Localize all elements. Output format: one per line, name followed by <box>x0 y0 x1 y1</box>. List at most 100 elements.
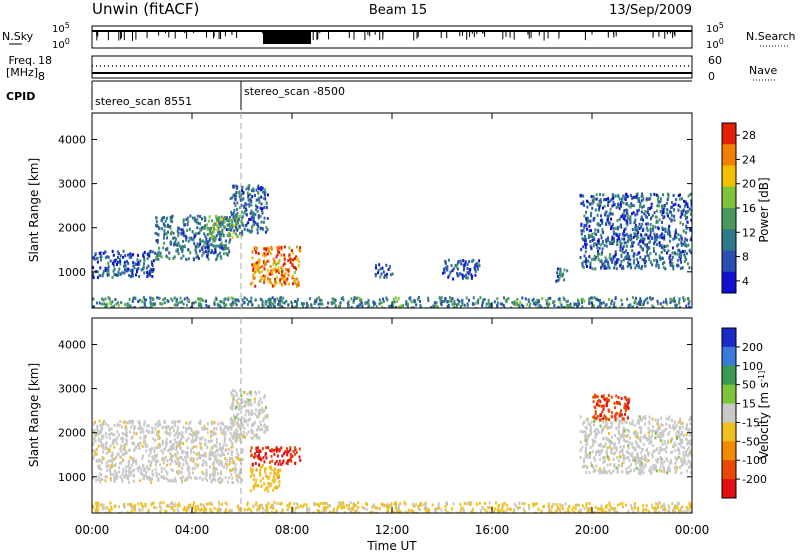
power-cell <box>684 243 687 247</box>
vel-cell <box>106 464 109 468</box>
power-cell <box>662 193 665 197</box>
power-cell <box>220 215 223 219</box>
vel-cell <box>599 400 602 404</box>
power-cell <box>580 232 583 236</box>
vel-cell <box>249 391 252 395</box>
vel-cell <box>616 470 619 473</box>
power-cell <box>382 300 385 304</box>
vel-cell <box>689 451 691 455</box>
power-cell <box>297 283 300 287</box>
vel-cell <box>585 417 588 421</box>
vel-cell <box>126 475 129 479</box>
power-cell <box>545 302 548 306</box>
power-cell <box>245 212 248 216</box>
vel-cell <box>606 446 609 449</box>
vel-cell <box>159 463 161 467</box>
power-cell <box>218 216 221 220</box>
power-cell <box>641 205 644 209</box>
power-cell <box>156 224 159 228</box>
vel-cell <box>177 469 180 473</box>
vel-cell <box>136 466 139 470</box>
vel-cell <box>652 467 655 471</box>
power-cell <box>690 199 692 203</box>
power-cell <box>184 234 187 238</box>
vel-cell <box>590 461 593 465</box>
vel-cell <box>199 437 202 441</box>
vel-cell <box>93 454 96 458</box>
vel-cell <box>256 446 259 450</box>
power-cell <box>678 297 681 301</box>
power-cell <box>373 300 375 304</box>
vel-cell <box>255 478 258 482</box>
power-cell <box>171 299 174 302</box>
power-cell <box>263 216 266 220</box>
vel-cell <box>660 439 663 443</box>
power-cell <box>211 225 214 229</box>
power-cell <box>283 301 286 305</box>
power-cell <box>220 256 223 260</box>
power-cell <box>180 232 183 236</box>
vel-cell <box>111 451 114 455</box>
vel-cell <box>138 446 141 449</box>
power-cell <box>612 230 615 234</box>
vel-cell <box>637 421 640 425</box>
power-cell <box>204 226 207 230</box>
power-cell <box>477 298 480 302</box>
power-cell <box>115 258 118 262</box>
vel-cell <box>196 457 199 461</box>
vel-cell <box>234 436 237 440</box>
power-cell <box>644 233 647 237</box>
vel-cell <box>626 451 629 454</box>
vel-cell <box>136 443 139 447</box>
power-cell <box>128 297 131 301</box>
power-cell <box>654 238 657 242</box>
power-cell <box>549 296 552 300</box>
power-cell <box>588 297 591 301</box>
vel-cell <box>615 394 618 398</box>
power-cell <box>333 301 336 305</box>
vel-cell <box>649 441 652 445</box>
power-cell <box>449 299 452 303</box>
vel-cell <box>634 430 637 434</box>
vel-cell <box>583 458 586 462</box>
power-cell <box>334 298 337 302</box>
power-cell <box>265 201 268 205</box>
power-cell <box>627 261 630 265</box>
vel-cell <box>607 394 610 397</box>
vel-cell <box>96 460 99 463</box>
power-cell <box>461 273 464 277</box>
vel-cell <box>242 430 245 434</box>
power-cell <box>149 300 152 304</box>
vel-cell <box>165 430 168 434</box>
power-cell <box>464 260 467 264</box>
vel-cell <box>208 457 211 461</box>
vel-cell <box>130 509 133 512</box>
power-cell <box>170 232 173 236</box>
power-cell <box>685 258 688 262</box>
power-cell <box>240 219 243 223</box>
vel-cell <box>123 432 126 436</box>
power-cell <box>463 263 466 267</box>
power-cell <box>302 305 304 308</box>
vel-cell <box>656 459 658 463</box>
power-cell <box>666 302 668 306</box>
power-cell <box>266 206 268 209</box>
power-cell <box>227 233 230 236</box>
power-cell <box>238 194 241 198</box>
power-cell <box>230 213 233 217</box>
vel-cell <box>586 437 589 441</box>
power-cell <box>502 304 505 307</box>
power-cell <box>373 303 375 307</box>
vel-cell <box>686 448 689 452</box>
vel-cell <box>191 471 194 475</box>
power-cell <box>212 224 215 228</box>
vel-cell <box>187 469 190 473</box>
power-cell <box>247 186 250 189</box>
power-cell <box>690 227 692 231</box>
vel-cell <box>294 448 297 452</box>
vel-cell <box>140 471 142 475</box>
power-cell <box>610 238 613 242</box>
power-cell <box>180 300 183 304</box>
power-cell <box>240 210 243 214</box>
vel-cell <box>198 455 201 459</box>
